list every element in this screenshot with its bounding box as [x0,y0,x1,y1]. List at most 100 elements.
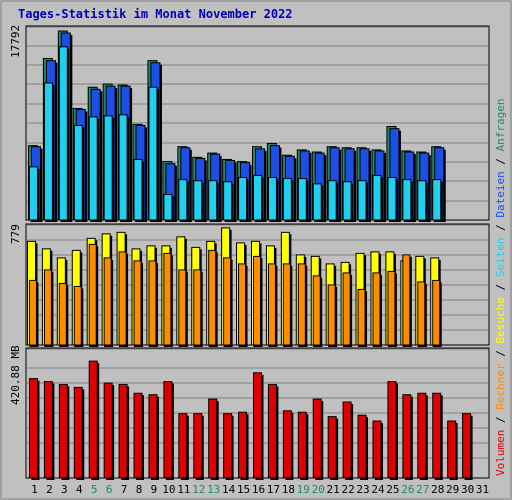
bar-rechner-day-26 [402,254,411,346]
bar-rechner-day-2 [43,269,52,346]
x-tick-label-25: 25 [386,483,399,496]
bar-volumen-day-30 [462,413,472,479]
legend-item: Seiten [494,238,507,278]
bar-volumen-day-27 [417,392,427,479]
bar-volumen-day-18 [282,410,292,479]
bar-rechner-day-13 [208,249,217,346]
bar-rechner-day-25 [387,270,396,346]
legend-separator: / [494,277,507,297]
bar-volumen-day-28 [432,392,442,479]
x-tick-label-5: 5 [91,483,98,496]
x-tick-label-22: 22 [341,483,354,496]
x-tick-label-9: 9 [151,483,158,496]
bar-seiten-day-21 [327,180,337,221]
x-tick-label-21: 21 [327,483,340,496]
bar-volumen-day-4 [73,386,83,479]
bar-rechner-day-20 [312,275,321,346]
bar-rechner-day-12 [193,269,202,346]
x-tick-label-30: 30 [461,483,474,496]
bar-volumen-day-29 [447,420,457,479]
bar-rechner-day-23 [357,288,366,346]
axis-max-label-2: 779 [9,224,22,244]
bar-seiten-day-20 [312,183,322,221]
bar-seiten-day-6 [103,115,113,221]
bar-seiten-day-22 [342,181,352,221]
legend-item: Besuche [494,297,507,343]
bar-rechner-day-5 [88,243,97,346]
x-tick-label-13: 13 [207,483,220,496]
bar-volumen-day-13 [208,398,218,479]
x-tick-label-16: 16 [252,483,265,496]
x-tick-label-19: 19 [297,483,310,496]
bar-rechner-day-4 [73,285,82,346]
x-tick-label-29: 29 [446,483,459,496]
bar-volumen-day-21 [327,416,337,479]
legend-separator: / [494,218,507,238]
x-tick-label-23: 23 [356,483,369,496]
bar-volumen-day-12 [193,413,203,479]
bar-rechner-day-18 [282,263,291,346]
bar-volumen-day-22 [342,401,352,479]
bar-volumen-day-25 [387,381,397,479]
legend-separator: / [494,151,507,171]
bar-volumen-day-10 [163,381,173,479]
bar-volumen-day-14 [223,413,233,479]
legend-separator: / [494,410,507,430]
axis-max-label-3: 420.88 MB [9,345,22,405]
bar-rechner-day-14 [223,257,232,346]
bar-seiten-day-2 [43,82,53,221]
bar-rechner-day-9 [148,260,157,346]
bar-seiten-day-23 [357,180,367,221]
bar-volumen-day-24 [372,420,382,479]
chart-title: Tages-Statistik im Monat November 2022 [18,7,293,21]
x-tick-label-10: 10 [162,483,175,496]
bar-seiten-day-5 [88,116,98,221]
x-tick-label-26: 26 [401,483,414,496]
legend: Volumen / Rechner / Besuche / Seiten / D… [494,98,507,476]
x-tick-label-18: 18 [282,483,295,496]
bar-seiten-day-9 [148,86,158,221]
bar-seiten-day-1 [28,166,38,221]
bar-seiten-day-16 [253,174,262,221]
bar-seiten-day-14 [223,181,233,221]
bar-volumen-day-15 [238,411,248,479]
bar-seiten-day-17 [267,177,277,221]
bar-volumen-day-9 [148,394,158,479]
bar-rechner-day-17 [267,263,276,346]
x-tick-label-8: 8 [136,483,143,496]
x-tick-label-15: 15 [237,483,250,496]
bar-volumen-day-17 [267,383,277,479]
bar-seiten-day-18 [282,178,292,221]
bar-rechner-day-19 [297,263,306,346]
bar-seiten-day-10 [163,194,173,221]
bar-rechner-day-15 [238,263,247,346]
bar-rechner-day-22 [342,272,351,346]
bar-seiten-day-4 [73,124,83,221]
bar-seiten-day-26 [402,179,412,221]
x-tick-label-7: 7 [121,483,128,496]
x-tick-label-28: 28 [431,483,444,496]
axis-max-label-1: 17792 [9,25,22,58]
bar-seiten-day-8 [133,158,143,221]
legend-item: Volumen [494,430,507,476]
bar-rechner-day-7 [118,251,127,346]
legend-item: Rechner [494,363,507,410]
bar-rechner-day-10 [163,252,172,346]
bar-rechner-day-21 [327,284,336,346]
x-tick-label-1: 1 [31,483,38,496]
bar-volumen-day-6 [103,382,113,479]
bar-volumen-day-5 [88,360,98,479]
x-tick-label-3: 3 [61,483,68,496]
bar-volumen-day-8 [133,392,143,479]
x-tick-label-20: 20 [312,483,325,496]
x-tick-label-27: 27 [416,483,429,496]
bar-seiten-day-27 [417,180,427,221]
bar-seiten-day-12 [193,180,203,221]
x-tick-label-17: 17 [267,483,280,496]
bar-rechner-day-24 [372,272,381,346]
bar-volumen-day-11 [178,413,188,479]
bar-seiten-day-7 [118,114,128,221]
